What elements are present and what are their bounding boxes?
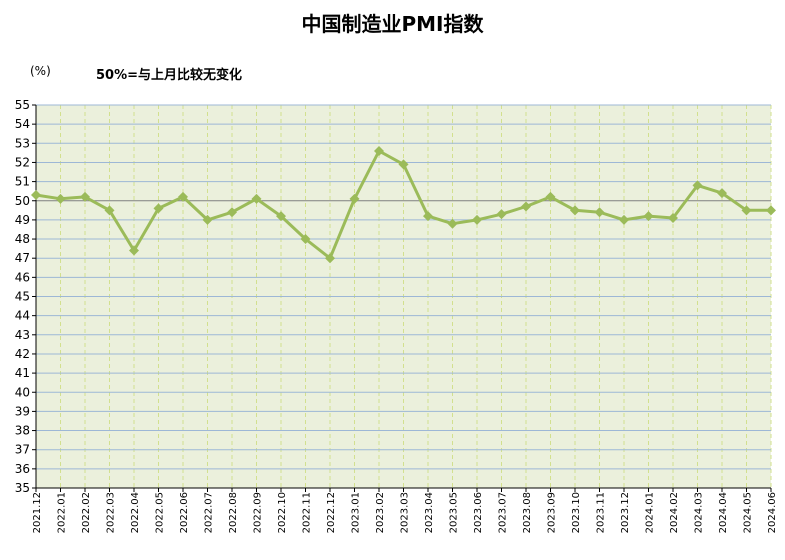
- data-point-marker: [766, 205, 776, 216]
- y-tick-label: 51: [15, 175, 30, 189]
- data-point-marker: [202, 214, 213, 225]
- data-point-marker: [423, 211, 433, 222]
- x-tick-label: 2022.06: [179, 492, 190, 533]
- data-point-marker: [570, 205, 580, 216]
- x-tick-label: 2021.12: [32, 492, 43, 533]
- y-tick-label: 42: [15, 347, 30, 361]
- data-point-marker: [594, 207, 605, 218]
- x-tick-label: 2022.03: [106, 492, 117, 533]
- x-tick-label: 2024.03: [694, 492, 705, 533]
- x-tick-label: 2024.04: [718, 492, 729, 533]
- x-tick-label: 2024.02: [669, 492, 680, 533]
- data-point-marker: [643, 211, 654, 222]
- x-tick-label: 2023.11: [596, 492, 607, 533]
- y-tick-label: 54: [15, 117, 30, 131]
- data-point-marker: [374, 145, 384, 156]
- y-tick-label: 49: [15, 213, 30, 227]
- data-point-marker: [325, 253, 335, 264]
- y-tick-label: 44: [15, 309, 30, 323]
- y-tick-label: 36: [15, 462, 30, 476]
- data-point-marker: [447, 218, 458, 229]
- y-tick-label: 45: [15, 290, 30, 304]
- data-point-marker: [717, 188, 727, 199]
- data-point-marker: [129, 245, 139, 256]
- y-tick-label: 43: [15, 328, 30, 342]
- x-tick-label: 2023.01: [351, 492, 362, 533]
- data-point-marker: [668, 212, 678, 223]
- y-tick-label: 39: [15, 404, 30, 418]
- x-tick-label: 2022.11: [302, 492, 313, 533]
- x-tick-label: 2022.07: [204, 492, 215, 533]
- x-tick-label: 2022.01: [57, 492, 68, 533]
- x-tick-label: 2022.05: [155, 492, 166, 533]
- y-tick-label: 40: [15, 385, 30, 399]
- y-tick-label: 48: [15, 232, 30, 246]
- data-point-marker: [80, 191, 90, 202]
- data-point-marker: [692, 180, 703, 191]
- y-tick-label: 53: [15, 136, 30, 150]
- x-tick-label: 2024.06: [767, 492, 778, 533]
- data-point-marker: [276, 211, 286, 222]
- data-point-marker: [153, 203, 164, 214]
- data-point-marker: [31, 190, 41, 201]
- data-point-marker: [545, 191, 556, 202]
- x-tick-label: 2023.03: [400, 492, 411, 533]
- y-tick-label: 55: [15, 98, 30, 112]
- x-tick-label: 2022.10: [277, 492, 288, 533]
- x-tick-label: 2023.04: [424, 492, 435, 533]
- y-tick-label: 41: [15, 366, 30, 380]
- chart-note: 50%=与上月比较无变化: [96, 68, 243, 83]
- x-tick-label: 2023.09: [547, 492, 558, 533]
- x-tick-label: 2022.08: [228, 492, 239, 533]
- data-point-marker: [104, 205, 115, 216]
- data-point-marker: [251, 193, 262, 204]
- x-tick-label: 2023.05: [449, 492, 460, 533]
- y-unit-label: (%): [30, 64, 51, 78]
- data-point-marker: [496, 209, 507, 220]
- x-tick-label: 2023.07: [498, 492, 509, 533]
- x-tick-label: 2024.01: [645, 492, 656, 533]
- data-point-marker: [472, 214, 482, 225]
- x-tick-label: 2022.02: [81, 492, 92, 533]
- data-point-marker: [741, 205, 752, 216]
- data-point-marker: [521, 201, 531, 212]
- data-point-marker: [227, 207, 237, 218]
- y-tick-label: 52: [15, 155, 30, 169]
- x-tick-label: 2023.08: [522, 492, 533, 533]
- x-tick-label: 2023.12: [620, 492, 631, 533]
- data-point-marker: [619, 214, 629, 225]
- data-point-marker: [398, 159, 409, 170]
- y-tick-label: 46: [15, 270, 30, 284]
- y-tick-label: 47: [15, 251, 30, 265]
- y-tick-label: 50: [15, 194, 30, 208]
- y-tick-label: 35: [15, 481, 30, 495]
- data-point-marker: [55, 193, 66, 204]
- x-tick-label: 2023.06: [473, 492, 484, 533]
- data-point-marker: [349, 193, 360, 204]
- chart-title: 中国制造业PMI指数: [301, 12, 484, 36]
- y-tick-label: 38: [15, 424, 30, 438]
- data-point-marker: [300, 234, 311, 245]
- x-tick-label: 2023.02: [375, 492, 386, 533]
- x-tick-label: 2023.10: [571, 492, 582, 533]
- x-tick-label: 2024.05: [743, 492, 754, 533]
- x-tick-label: 2022.09: [253, 492, 264, 533]
- x-tick-label: 2022.12: [326, 492, 337, 533]
- x-tick-label: 2022.04: [130, 492, 141, 533]
- y-tick-label: 37: [15, 443, 30, 457]
- data-point-marker: [178, 191, 188, 202]
